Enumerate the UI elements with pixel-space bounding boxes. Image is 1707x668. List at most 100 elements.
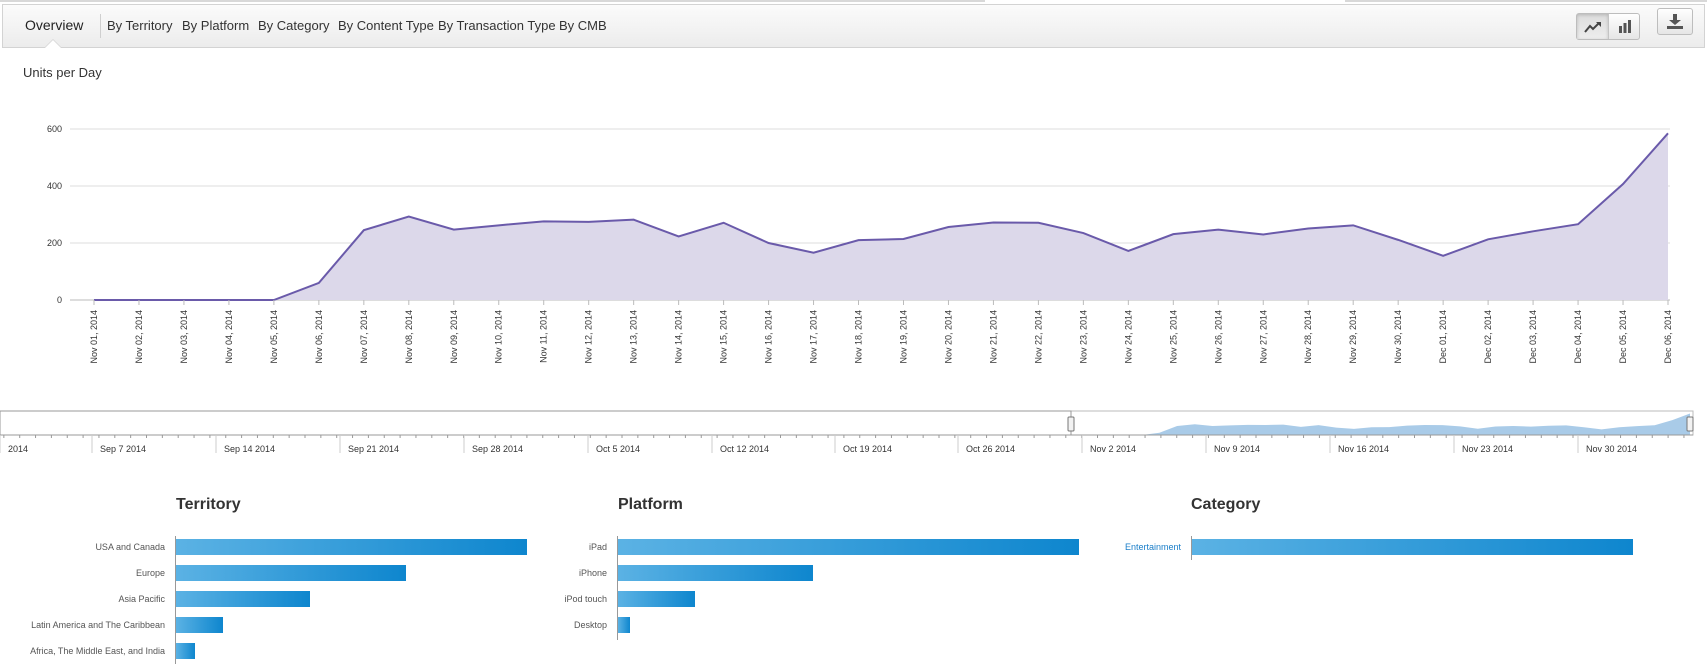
- units-line: [94, 132, 1669, 301]
- y-tick-label: 400: [47, 181, 62, 191]
- x-tick-label: Dec 04, 2014: [1573, 310, 1583, 364]
- x-tick-label: Nov 22, 2014: [1033, 310, 1043, 364]
- y-tick-label: 0: [57, 295, 62, 305]
- navigator-date-label: Nov 2 2014: [1090, 444, 1136, 454]
- tab-by-content-type[interactable]: By Content Type: [338, 18, 434, 33]
- bar[interactable]: [618, 565, 813, 581]
- bar[interactable]: [176, 539, 527, 555]
- platform-axis: [617, 536, 618, 640]
- navigator-date-label: Nov 23 2014: [1462, 444, 1513, 454]
- category-title: Category: [1191, 496, 1261, 513]
- bar-label: Europe: [135, 568, 165, 578]
- x-tick-label: Nov 21, 2014: [988, 310, 998, 364]
- x-tick-label: Nov 14, 2014: [674, 310, 684, 364]
- line-chart-icon: [1583, 21, 1601, 33]
- x-tick-label: Nov 26, 2014: [1213, 310, 1223, 364]
- navigator-date-label: Nov 16 2014: [1338, 444, 1389, 454]
- bar[interactable]: [1192, 539, 1633, 555]
- navigator-date-label: Sep 28 2014: [472, 444, 523, 454]
- bar[interactable]: [618, 591, 695, 607]
- x-tick-label: Nov 06, 2014: [314, 310, 324, 364]
- x-tick-label: Nov 01, 2014: [89, 310, 99, 364]
- x-tick-label: Nov 30, 2014: [1393, 310, 1403, 364]
- x-tick-label: Nov 07, 2014: [359, 310, 369, 364]
- x-tick-label: Nov 20, 2014: [943, 310, 953, 364]
- x-tick-label: Nov 24, 2014: [1123, 310, 1133, 364]
- x-tick-label: Dec 03, 2014: [1528, 310, 1538, 364]
- x-tick-label: Nov 10, 2014: [494, 310, 504, 364]
- x-tick-label: Nov 23, 2014: [1078, 310, 1088, 364]
- x-tick-label: Nov 25, 2014: [1168, 310, 1178, 364]
- navigator-date-label: Oct 26 2014: [966, 444, 1015, 454]
- x-tick-label: Nov 28, 2014: [1303, 310, 1313, 364]
- bar[interactable]: [176, 643, 196, 659]
- navigator-date-label: Sep 7 2014: [100, 444, 146, 454]
- tab-by-transaction-type[interactable]: By Transaction Type: [438, 18, 556, 33]
- x-tick-label: Nov 12, 2014: [584, 310, 594, 364]
- bar-chart-button[interactable]: [1609, 14, 1640, 39]
- navigator-date-label: Sep 21 2014: [348, 444, 399, 454]
- date-range-navigator[interactable]: 2014 Sep 7 2014 Sep 14 2014 Sep 21 2014 Sep …: [0, 405, 1707, 465]
- platform-title: Platform: [618, 496, 683, 513]
- tab-by-category[interactable]: By Category: [258, 18, 330, 33]
- x-tick-label: Nov 18, 2014: [854, 310, 864, 364]
- x-tick-label: Nov 02, 2014: [134, 310, 144, 364]
- bar-label: iPad: [588, 542, 607, 552]
- bar[interactable]: [618, 539, 1079, 555]
- bar[interactable]: [176, 617, 224, 633]
- x-tick-label: Nov 03, 2014: [179, 310, 189, 364]
- bar[interactable]: [176, 591, 311, 607]
- tab-by-cmb[interactable]: By CMB: [559, 18, 607, 33]
- x-tick-label: Dec 05, 2014: [1618, 310, 1628, 364]
- x-tick-label: Nov 29, 2014: [1348, 310, 1358, 364]
- x-tick-label: Nov 09, 2014: [449, 310, 459, 364]
- y-tick-label: 600: [47, 124, 62, 134]
- navigator-date-label: Nov 9 2014: [1214, 444, 1260, 454]
- navigator-unselected: [0, 410, 1072, 436]
- x-tick-label: Nov 05, 2014: [269, 310, 279, 364]
- active-tab-pointer: [45, 40, 61, 48]
- x-tick-label: Nov 27, 2014: [1258, 310, 1268, 364]
- x-tick-label: Nov 16, 2014: [764, 310, 774, 364]
- navigator-date-label: Nov 30 2014: [1586, 444, 1637, 454]
- bar-label: Desktop: [573, 620, 607, 630]
- x-tick-label: Dec 06, 2014: [1663, 310, 1673, 364]
- x-tick-label: Dec 02, 2014: [1483, 310, 1493, 364]
- x-tick-label: Nov 19, 2014: [898, 310, 908, 364]
- bar-label[interactable]: Entertainment: [1124, 542, 1181, 552]
- bar-label: USA and Canada: [95, 542, 165, 552]
- bar[interactable]: [618, 617, 630, 633]
- x-tick-label: Dec 01, 2014: [1438, 310, 1448, 364]
- navigator-date-label: Oct 12 2014: [720, 444, 769, 454]
- tab-by-platform[interactable]: By Platform: [182, 18, 250, 33]
- navigator-handle: [1686, 416, 1694, 432]
- navigator-date-label: Oct 5 2014: [596, 444, 640, 454]
- navigator-date-label: Sep 14 2014: [224, 444, 275, 454]
- tab-overview[interactable]: Overview: [25, 17, 84, 33]
- navigator-date-label: Oct 19 2014: [843, 444, 892, 454]
- bar-label: Asia Pacific: [118, 594, 165, 604]
- bar-label: iPhone: [578, 568, 607, 578]
- bar-chart-icon: [1618, 20, 1631, 33]
- bar-label: Africa, The Middle East, and India: [30, 646, 165, 656]
- download-button[interactable]: [1657, 8, 1693, 35]
- line-chart-button[interactable]: [1577, 14, 1609, 39]
- top-border: [0, 0, 1707, 4]
- navigator-handle: [1067, 416, 1075, 432]
- navigator-date-label: 2014: [8, 444, 28, 454]
- x-tick-label: Nov 15, 2014: [719, 310, 729, 364]
- tab-by-territory[interactable]: By Territory: [107, 18, 173, 33]
- bar[interactable]: [176, 565, 406, 581]
- territory-title: Territory: [176, 496, 241, 513]
- bar-label: Latin America and The Caribbean: [31, 620, 165, 630]
- navigator-area: [1071, 413, 1690, 435]
- area-fill: [94, 133, 1668, 300]
- y-tick-label: 200: [47, 238, 62, 248]
- download-icon: [1667, 14, 1683, 29]
- category-axis: [1191, 536, 1192, 560]
- bar-label: iPod touch: [564, 594, 607, 604]
- x-tick-label: Nov 11, 2014: [539, 310, 549, 363]
- x-tick-label: Nov 08, 2014: [404, 310, 414, 364]
- tab-bar: Overview By Territory By Platform By Cat…: [2, 4, 1705, 48]
- x-tick-label: Nov 04, 2014: [224, 310, 234, 364]
